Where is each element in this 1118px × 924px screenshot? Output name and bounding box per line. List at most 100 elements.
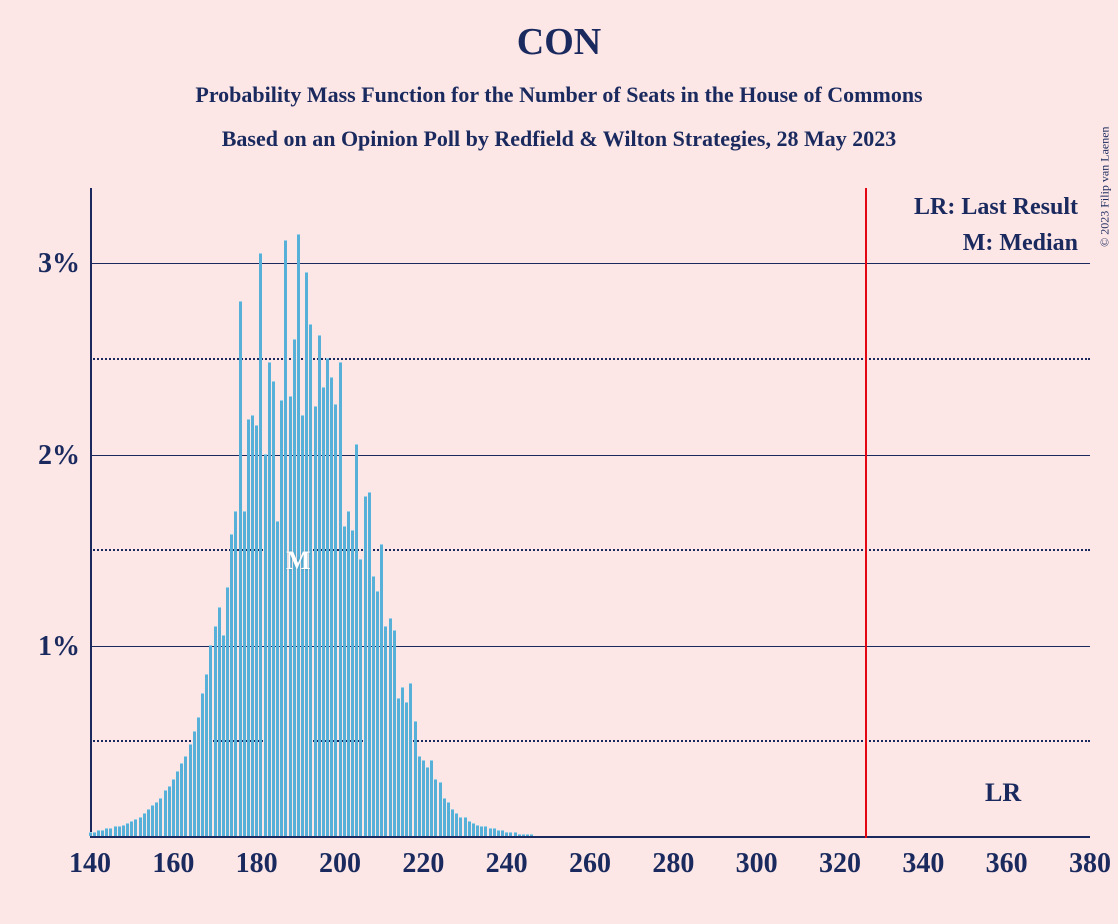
- x-tick-label: 300: [736, 848, 778, 880]
- histogram-bar: [472, 823, 475, 836]
- histogram-bar: [322, 387, 325, 836]
- histogram-bar: [280, 400, 283, 836]
- histogram-bar: [355, 444, 358, 836]
- histogram-bar: [393, 630, 396, 836]
- histogram-bar: [143, 813, 146, 836]
- histogram-bar: [184, 756, 187, 836]
- histogram-bar: [176, 771, 179, 836]
- chart-title: CON: [0, 0, 1118, 64]
- histogram-bar: [389, 618, 392, 836]
- chart-subtitle-1: Probability Mass Function for the Number…: [0, 82, 1118, 108]
- histogram-bar: [276, 521, 279, 836]
- x-tick-label: 200: [319, 848, 361, 880]
- histogram-bar: [239, 301, 242, 836]
- histogram-bar: [89, 832, 92, 836]
- histogram-bar: [501, 830, 504, 836]
- histogram-bar: [201, 693, 204, 836]
- histogram-bar: [114, 826, 117, 836]
- histogram-bar: [318, 335, 321, 836]
- histogram-bar: [468, 821, 471, 836]
- histogram-bar: [314, 406, 317, 836]
- gridline-major: [90, 263, 1090, 264]
- histogram-bar: [259, 253, 262, 836]
- histogram-bar: [489, 828, 492, 836]
- histogram-bar: [518, 834, 521, 836]
- histogram-bar: [251, 415, 254, 836]
- histogram-bar: [234, 511, 237, 836]
- chart-area: LR: Last Result M: Median 1%2%3%14016018…: [90, 188, 1100, 838]
- histogram-bar: [343, 526, 346, 836]
- histogram-bar: [522, 834, 525, 836]
- x-axis: [90, 836, 1090, 838]
- x-tick-label: 340: [902, 848, 944, 880]
- histogram-bar: [164, 790, 167, 836]
- histogram-bar: [230, 534, 233, 836]
- histogram-bar: [155, 802, 158, 836]
- histogram-bar: [126, 823, 129, 836]
- x-tick-label: 220: [402, 848, 444, 880]
- histogram-bar: [372, 576, 375, 836]
- histogram-bar: [105, 828, 108, 836]
- histogram-bar: [168, 786, 171, 836]
- histogram-bar: [497, 830, 500, 836]
- histogram-bar: [464, 817, 467, 836]
- histogram-bar: [418, 756, 421, 836]
- histogram-bar: [122, 825, 125, 836]
- histogram-bar: [134, 819, 137, 836]
- histogram-bar: [422, 760, 425, 836]
- histogram-bar: [189, 744, 192, 836]
- histogram-bar: [505, 832, 508, 836]
- x-tick-label: 320: [819, 848, 861, 880]
- histogram-bar: [247, 419, 250, 836]
- histogram-bar: [443, 798, 446, 836]
- y-tick-label: 1%: [38, 631, 80, 663]
- histogram-bar: [434, 779, 437, 836]
- histogram-bar: [359, 559, 362, 836]
- histogram-bar: [214, 626, 217, 836]
- histogram-bar: [180, 763, 183, 836]
- histogram-bar: [414, 721, 417, 836]
- histogram-bar: [409, 683, 412, 836]
- histogram-bar: [268, 362, 271, 836]
- histogram-bar: [514, 832, 517, 836]
- histogram-bar: [493, 828, 496, 836]
- histogram-bar: [401, 687, 404, 836]
- histogram-bar: [430, 760, 433, 836]
- histogram-bar: [376, 591, 379, 836]
- histogram-bar: [293, 339, 296, 836]
- y-tick-label: 3%: [38, 248, 80, 280]
- histogram-bar: [118, 826, 121, 836]
- histogram-bar: [509, 832, 512, 836]
- median-label: M: [286, 546, 311, 576]
- plot-area: [90, 188, 1090, 838]
- histogram-bar: [384, 626, 387, 836]
- histogram-bar: [93, 832, 96, 836]
- histogram-bar: [226, 587, 229, 836]
- histogram-bar: [326, 358, 329, 836]
- histogram-bar: [289, 396, 292, 836]
- histogram-bar: [197, 717, 200, 836]
- histogram-bar: [480, 826, 483, 836]
- histogram-bar: [439, 782, 442, 836]
- x-tick-label: 240: [486, 848, 528, 880]
- lr-label: LR: [985, 778, 1021, 808]
- x-tick-label: 280: [652, 848, 694, 880]
- x-tick-label: 260: [569, 848, 611, 880]
- x-tick-label: 380: [1069, 848, 1111, 880]
- histogram-bar: [218, 607, 221, 836]
- last-result-line: [865, 188, 867, 838]
- histogram-bar: [368, 492, 371, 836]
- histogram-bar: [426, 767, 429, 836]
- histogram-bar: [130, 821, 133, 836]
- x-tick-label: 140: [69, 848, 111, 880]
- histogram-bar: [97, 830, 100, 836]
- legend-lr: LR: Last Result: [914, 194, 1078, 221]
- histogram-bar: [139, 817, 142, 836]
- x-tick-label: 180: [236, 848, 278, 880]
- histogram-bar: [205, 674, 208, 837]
- histogram-bar: [526, 834, 529, 836]
- histogram-bar: [222, 635, 225, 836]
- histogram-bar: [243, 511, 246, 836]
- histogram-bar: [255, 425, 258, 836]
- histogram-bar: [347, 511, 350, 836]
